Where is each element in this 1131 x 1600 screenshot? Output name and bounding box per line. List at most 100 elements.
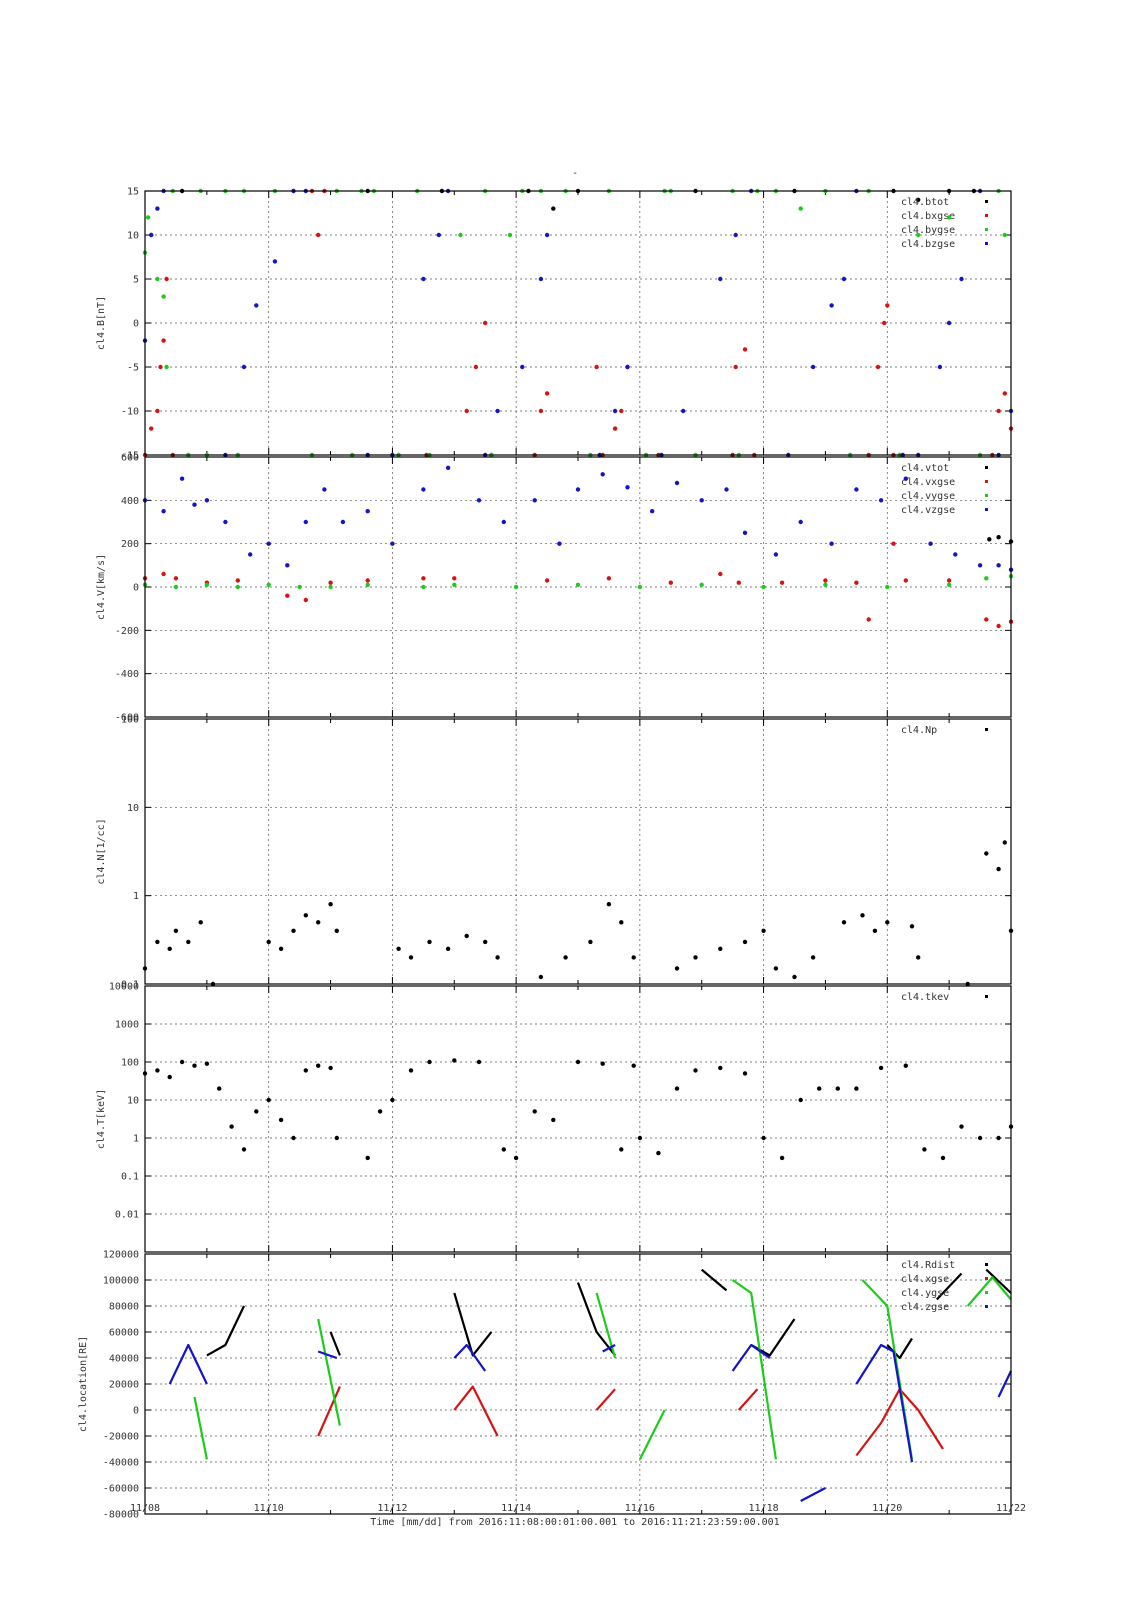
data-point (761, 928, 766, 933)
y-tick-label: 0 (133, 583, 139, 594)
data-point (538, 974, 544, 980)
data-point (823, 582, 828, 587)
data-point (328, 584, 333, 590)
data-point (513, 584, 519, 590)
data-point (145, 215, 151, 220)
data-point (164, 364, 169, 370)
y-tick-label: 1000 (115, 1020, 139, 1031)
data-point (179, 1059, 185, 1065)
data-point (733, 364, 738, 370)
data-point (390, 541, 395, 546)
data-point (149, 232, 154, 238)
series-line (997, 1370, 1012, 1398)
data-point (316, 232, 321, 238)
data-point (551, 206, 556, 211)
data-point (365, 509, 370, 514)
data-point (235, 578, 240, 583)
legend-marker (985, 1291, 988, 1294)
y-tick-label: 60000 (109, 1328, 139, 1339)
legend-marker (985, 214, 988, 217)
data-point (421, 576, 426, 581)
data-point (520, 364, 525, 370)
series-line (602, 1344, 616, 1353)
data-point (164, 276, 169, 282)
data-point (977, 1135, 983, 1141)
data-point (946, 578, 952, 583)
series-line (453, 1343, 487, 1372)
data-point (798, 206, 803, 211)
y-tick-label: -5 (127, 363, 139, 374)
data-point (656, 1150, 661, 1156)
series-cl4-xgse (317, 1385, 944, 1457)
data-point (619, 408, 624, 414)
data-point (328, 580, 333, 585)
data-point (575, 487, 581, 492)
x-tick-label: 11/22 (996, 1503, 1026, 1514)
data-point (436, 232, 441, 238)
series-line (193, 1396, 208, 1460)
y-tick-label: 600 (121, 453, 139, 464)
data-point (161, 338, 166, 343)
data-point (619, 920, 624, 925)
data-point (328, 902, 333, 907)
series-line (731, 1279, 777, 1460)
data-point (594, 364, 599, 370)
data-point (674, 480, 680, 486)
series-cl4-vtot (987, 535, 1014, 544)
data-point (204, 498, 210, 503)
data-point (291, 1135, 296, 1141)
data-point (916, 232, 921, 238)
data-point (198, 920, 203, 925)
data-point (365, 1155, 370, 1161)
data-point (408, 955, 414, 960)
legend-marker (985, 200, 988, 203)
series-line (317, 1386, 341, 1437)
series-line (985, 1268, 1012, 1294)
data-point (916, 197, 921, 202)
panel-2: -600 -400 -200 0 200 400 600 cl4.vtot cl4.vxgse c… (96, 453, 1014, 724)
data-point (761, 1135, 766, 1141)
data-point (464, 933, 469, 939)
data-point (588, 939, 593, 945)
data-point (557, 541, 562, 546)
series-line (317, 1318, 341, 1426)
data-point (158, 364, 163, 370)
legend-label: cl4.xgse (901, 1274, 949, 1285)
data-point (390, 1097, 395, 1103)
data-point (241, 1147, 247, 1152)
data-point (872, 928, 878, 933)
y-tick-label: -600 (115, 713, 139, 724)
data-point (903, 476, 908, 481)
y-axis-label: cl4.V[km/s] (96, 554, 107, 620)
data-point (365, 582, 370, 587)
time-axis-ticks: 11/08 11/10 11/12 11/14 11/16 11/18 11/20 11/22 (130, 1503, 1026, 1514)
legend-marker (985, 480, 988, 483)
legend-marker (985, 228, 988, 231)
data-point (340, 519, 346, 525)
data-point (285, 593, 290, 598)
data-point (625, 485, 630, 490)
panels: -15-10-5051015cl4.btotcl4.bxgsecl4.bygse… (78, 187, 1014, 1521)
data-point (854, 580, 859, 585)
y-tick-label: -200 (115, 626, 139, 637)
data-point (334, 928, 339, 933)
data-point (167, 946, 172, 951)
y-tick-label: -60000 (103, 1484, 139, 1495)
y-tick-label: 100000 (103, 1276, 139, 1287)
data-point (875, 364, 881, 370)
panel-4: 0.01 0.1 1 10 100 1000 10000 cl4.tkev cl4.T[keV] (96, 982, 1014, 1253)
data-point (173, 584, 179, 590)
data-point (650, 509, 655, 514)
y-tick-label: 5 (133, 275, 139, 286)
data-point (452, 576, 457, 581)
y-tick-label: 200 (121, 539, 139, 550)
chart-title: - (572, 168, 578, 179)
series-cl4-vzgse (142, 465, 1014, 572)
series-line (206, 1305, 245, 1357)
data-point (866, 617, 871, 622)
data-point (316, 920, 321, 925)
x-tick-label: 11/10 (254, 1503, 284, 1514)
panel-1: -15 -10 -5 0 5 10 15 cl4.btot cl4.bxgse cl4.bygse… (96, 187, 1014, 462)
legend-marker (985, 1263, 988, 1266)
data-point (229, 1124, 234, 1129)
